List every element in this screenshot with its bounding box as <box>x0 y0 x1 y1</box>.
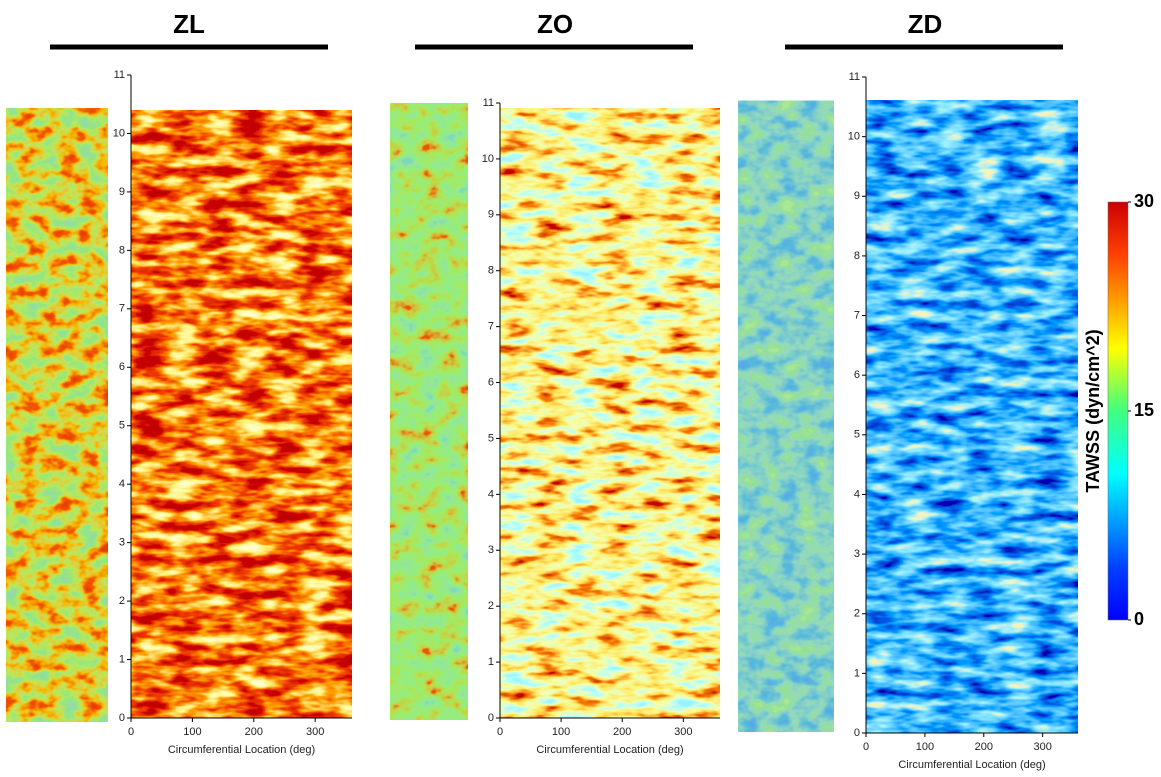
x-tick-label: 300 <box>674 726 692 738</box>
y-tick-label: 5 <box>854 429 860 441</box>
y-tick-label: 5 <box>119 420 125 432</box>
y-tick-label: 0 <box>854 727 860 739</box>
y-tick-label: 9 <box>119 186 125 198</box>
y-tick-label: 7 <box>119 303 125 315</box>
y-tick-label: 9 <box>488 209 494 221</box>
panel-title: ZL <box>173 9 205 39</box>
y-tick-label: 8 <box>488 265 494 277</box>
vessel-surface <box>6 108 108 722</box>
x-tick-label: 0 <box>497 726 503 738</box>
y-tick-label: 8 <box>854 250 860 262</box>
y-tick-label: 6 <box>488 376 494 388</box>
wss-map <box>866 100 1078 733</box>
y-tick-label: 9 <box>854 190 860 202</box>
y-tick-label: 11 <box>114 69 125 81</box>
y-tick-label: 2 <box>854 608 860 620</box>
y-tick-label: 10 <box>482 153 494 165</box>
wss-map <box>131 110 352 718</box>
y-tick-label: 2 <box>488 600 494 612</box>
x-tick-label: 100 <box>916 741 934 753</box>
y-tick-label: 1 <box>854 667 860 679</box>
colorbar-tick-label: 15 <box>1134 400 1154 420</box>
y-tick-label: 0 <box>119 712 125 724</box>
x-tick-label: 100 <box>552 726 570 738</box>
colorbar-label: TAWSS (dyn/cm^2) <box>1083 329 1103 492</box>
x-axis-label: Circumferential Location (deg) <box>168 744 315 756</box>
wss-map <box>500 108 720 718</box>
x-tick-label: 200 <box>613 726 631 738</box>
y-tick-label: 4 <box>119 478 125 490</box>
y-tick-label: 0 <box>488 712 494 724</box>
x-tick-label: 300 <box>306 726 324 738</box>
x-tick-label: 300 <box>1033 741 1051 753</box>
vessel-surface <box>390 103 468 720</box>
x-tick-label: 0 <box>863 741 869 753</box>
y-tick-label: 3 <box>854 548 860 560</box>
y-tick-label: 11 <box>849 71 860 83</box>
y-tick-label: 5 <box>488 432 494 444</box>
y-tick-label: 7 <box>488 321 494 333</box>
colorbar <box>1108 202 1128 620</box>
figure: ZL012345678910110100200300Circumferentia… <box>0 0 1161 777</box>
y-tick-label: 4 <box>854 488 860 500</box>
y-tick-label: 2 <box>119 595 125 607</box>
y-tick-label: 8 <box>119 244 125 256</box>
y-tick-label: 6 <box>854 369 860 381</box>
vessel-surface <box>738 101 834 732</box>
panel-title: ZO <box>537 9 573 39</box>
y-tick-label: 11 <box>483 97 494 109</box>
y-tick-label: 3 <box>488 544 494 556</box>
y-tick-label: 3 <box>119 537 125 549</box>
x-tick-label: 0 <box>128 726 134 738</box>
y-tick-label: 4 <box>488 488 494 500</box>
y-tick-label: 7 <box>854 309 860 321</box>
panel-title: ZD <box>908 9 943 39</box>
y-tick-label: 6 <box>119 361 125 373</box>
x-tick-label: 200 <box>245 726 263 738</box>
y-tick-label: 10 <box>848 131 860 143</box>
x-axis-label: Circumferential Location (deg) <box>536 744 683 756</box>
x-tick-label: 100 <box>183 726 201 738</box>
colorbar-tick-label: 30 <box>1134 191 1154 211</box>
y-tick-label: 1 <box>119 653 125 665</box>
x-axis-label: Circumferential Location (deg) <box>898 759 1045 771</box>
x-tick-label: 200 <box>975 741 993 753</box>
y-tick-label: 10 <box>113 127 125 139</box>
y-tick-label: 1 <box>488 656 494 668</box>
colorbar-tick-label: 0 <box>1134 609 1144 629</box>
